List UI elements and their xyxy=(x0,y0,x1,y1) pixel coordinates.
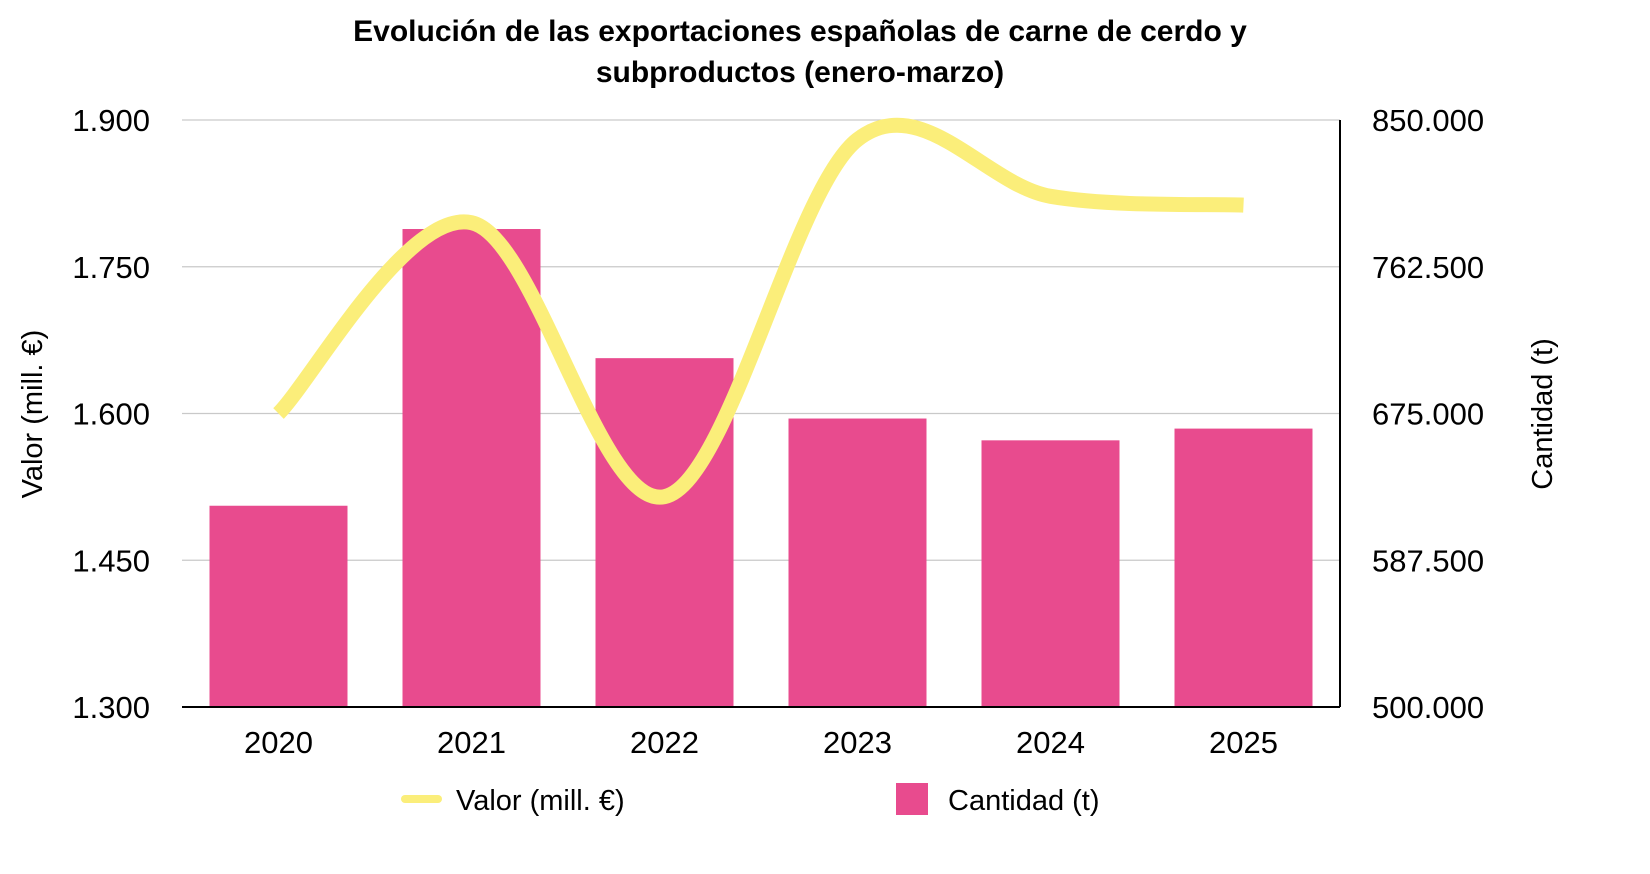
valor-point-2021 xyxy=(471,222,472,223)
bar-2024 xyxy=(981,440,1120,707)
right-axis-title: Cantidad (t) xyxy=(1527,338,1559,490)
valor-point-2020 xyxy=(278,413,279,414)
x-tick-2024: 2024 xyxy=(1016,725,1085,760)
left-tick-4: 1.900 xyxy=(72,103,150,138)
gridlines xyxy=(182,119,1340,561)
valor-line xyxy=(273,117,1244,505)
left-axis-ticks: 1.300 1.450 1.600 1.750 1.900 xyxy=(72,103,150,725)
bar-2023 xyxy=(788,418,927,707)
x-tick-2020: 2020 xyxy=(244,725,313,760)
bar-2025 xyxy=(1174,428,1313,707)
valor-point-2024 xyxy=(1050,196,1051,197)
left-tick-0: 1.300 xyxy=(72,690,150,725)
right-tick-2: 675.000 xyxy=(1372,397,1484,432)
valor-point-2023 xyxy=(857,139,858,140)
right-axis-ticks: 500.000 587.500 675.000 762.500 850.000 xyxy=(1372,103,1484,725)
legend-label-cantidad: Cantidad (t) xyxy=(948,785,1100,817)
right-tick-4: 850.000 xyxy=(1372,103,1484,138)
x-tick-2025: 2025 xyxy=(1209,725,1278,760)
axes xyxy=(182,120,1341,708)
chart-title-line-1: Evolución de las exportaciones españolas… xyxy=(353,15,1247,48)
left-tick-3: 1.750 xyxy=(72,250,150,285)
chart-title-line-2: subproductos (enero-marzo) xyxy=(596,56,1004,89)
bar-2021 xyxy=(402,229,541,707)
valor-point-2022 xyxy=(664,496,665,497)
x-axis-ticks: 2020 2021 2022 2023 2024 2025 xyxy=(244,725,1278,760)
left-tick-1: 1.450 xyxy=(72,543,150,578)
legend-label-valor: Valor (mill. €) xyxy=(456,785,625,817)
right-tick-1: 587.500 xyxy=(1372,543,1484,578)
legend: Valor (mill. €) Cantidad (t) xyxy=(401,783,1100,817)
left-tick-2: 1.600 xyxy=(72,397,150,432)
bar-2022 xyxy=(595,358,734,707)
right-tick-0: 500.000 xyxy=(1372,690,1484,725)
right-tick-3: 762.500 xyxy=(1372,250,1484,285)
bar-2020 xyxy=(209,505,348,707)
bar-series-cantidad xyxy=(209,229,1313,707)
valor-point-2025 xyxy=(1243,205,1244,206)
x-tick-2022: 2022 xyxy=(630,725,699,760)
x-tick-2023: 2023 xyxy=(823,725,892,760)
legend-swatch-cantidad xyxy=(896,783,928,815)
line-series-valor xyxy=(273,117,1244,505)
x-tick-2021: 2021 xyxy=(437,725,506,760)
chart-title: Evolución de las exportaciones españolas… xyxy=(353,15,1247,89)
left-axis-title: Valor (mill. €) xyxy=(17,330,49,499)
